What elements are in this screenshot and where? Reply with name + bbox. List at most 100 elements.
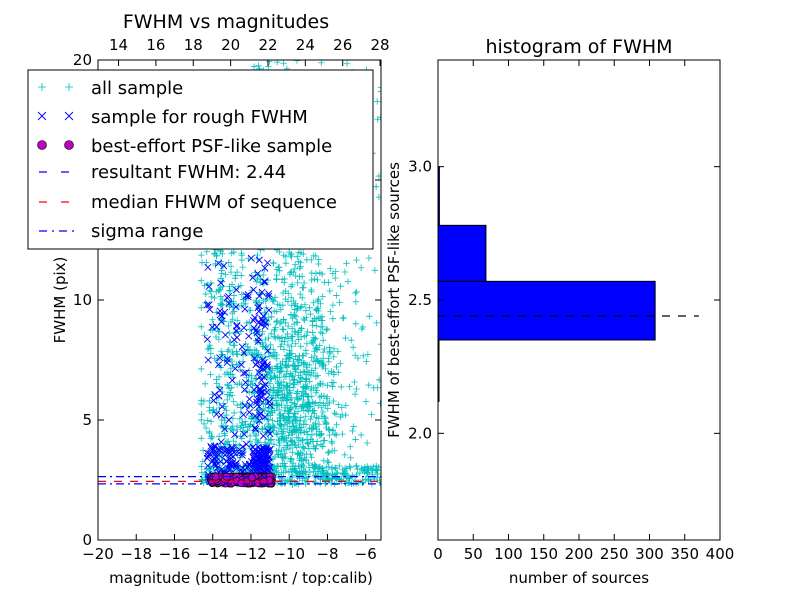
plus-marker (332, 268, 339, 275)
plus-marker (279, 358, 286, 365)
plus-marker (283, 358, 290, 365)
plus-marker (298, 303, 305, 310)
plus-marker (258, 330, 266, 338)
plus-marker (289, 418, 296, 426)
plus-marker (352, 289, 359, 297)
plus-marker (198, 277, 205, 284)
plus-marker (302, 468, 309, 475)
plus-marker (305, 408, 312, 415)
plus-marker (202, 290, 209, 298)
plus-marker (351, 378, 358, 386)
x-marker (37, 111, 47, 121)
plus-marker (366, 313, 373, 320)
plus-marker (271, 453, 279, 461)
plus-marker (206, 287, 214, 294)
plus-marker (294, 408, 302, 415)
plus-marker (288, 343, 295, 350)
plus-marker (275, 436, 283, 443)
plus-marker (290, 297, 297, 305)
plus-marker (233, 268, 241, 276)
plus-marker (280, 469, 287, 476)
plus-marker (238, 272, 245, 279)
x-tick-label: 350 (670, 545, 699, 563)
y-tick-label: 5 (82, 411, 92, 429)
plus-marker (301, 333, 308, 340)
plus-marker (242, 300, 249, 308)
plus-marker (318, 412, 326, 420)
plus-marker (206, 341, 213, 349)
plus-marker (279, 460, 286, 467)
plus-marker (259, 426, 266, 433)
plus-marker (242, 421, 249, 428)
top-tick-label: 16 (146, 36, 165, 54)
plus-marker (277, 378, 285, 386)
x-marker (258, 315, 266, 323)
plus-marker (268, 313, 275, 321)
plus-marker (310, 339, 317, 347)
plus-marker (316, 393, 324, 401)
plus-marker (198, 463, 205, 470)
plus-marker (289, 481, 296, 488)
plus-marker (267, 330, 275, 338)
plus-marker (293, 417, 301, 424)
plus-marker (207, 435, 215, 442)
plus-marker (302, 421, 310, 428)
x-marker (212, 458, 220, 466)
x-marker (266, 430, 274, 438)
plus-marker (287, 465, 294, 473)
plus-marker (286, 350, 293, 357)
x-marker (239, 443, 247, 451)
plus-marker (237, 282, 245, 289)
plus-marker (320, 457, 328, 465)
plus-marker (354, 466, 361, 473)
plus-marker (329, 427, 336, 434)
plus-marker (377, 400, 381, 407)
plus-marker (300, 279, 308, 287)
x-marker (217, 438, 225, 446)
x-marker (251, 354, 259, 362)
plus-marker (198, 435, 205, 442)
plus-marker (228, 384, 235, 391)
plus-marker (340, 314, 347, 321)
plus-marker (201, 282, 208, 289)
scatter-ylabel: FWHM (pix) (51, 257, 69, 344)
x-marker (255, 368, 263, 376)
plus-marker (291, 465, 299, 472)
plus-marker (286, 389, 293, 396)
plus-marker (227, 318, 235, 326)
plus-marker (308, 354, 315, 361)
plus-marker (288, 250, 295, 258)
x-marker (216, 354, 224, 362)
plus-marker (218, 295, 226, 303)
plus-marker (254, 439, 261, 446)
plus-marker (265, 408, 273, 415)
plus-marker (251, 374, 259, 382)
plus-marker (300, 417, 308, 425)
x-marker (265, 292, 273, 300)
plus-marker (211, 294, 218, 302)
x-tick-label: 400 (706, 545, 735, 563)
circle-marker (247, 473, 256, 482)
plus-marker (330, 353, 337, 361)
plus-marker (325, 426, 332, 433)
plus-marker (270, 260, 277, 267)
plus-marker (311, 419, 319, 427)
plus-marker (254, 255, 261, 263)
plus-marker (293, 390, 301, 397)
plus-marker (311, 352, 319, 360)
circle-marker (64, 140, 74, 150)
plus-marker (274, 301, 281, 308)
plus-marker (261, 407, 268, 414)
plus-marker (265, 314, 273, 321)
x-marker (242, 292, 250, 300)
plus-marker (365, 476, 372, 484)
plus-marker (310, 369, 317, 377)
plus-marker (310, 384, 317, 392)
plus-marker (334, 348, 342, 355)
plus-marker (209, 406, 217, 414)
plus-marker (299, 294, 306, 302)
plus-marker (300, 284, 307, 291)
plus-marker (283, 425, 291, 433)
plus-marker (227, 389, 234, 396)
plus-marker (288, 468, 295, 475)
